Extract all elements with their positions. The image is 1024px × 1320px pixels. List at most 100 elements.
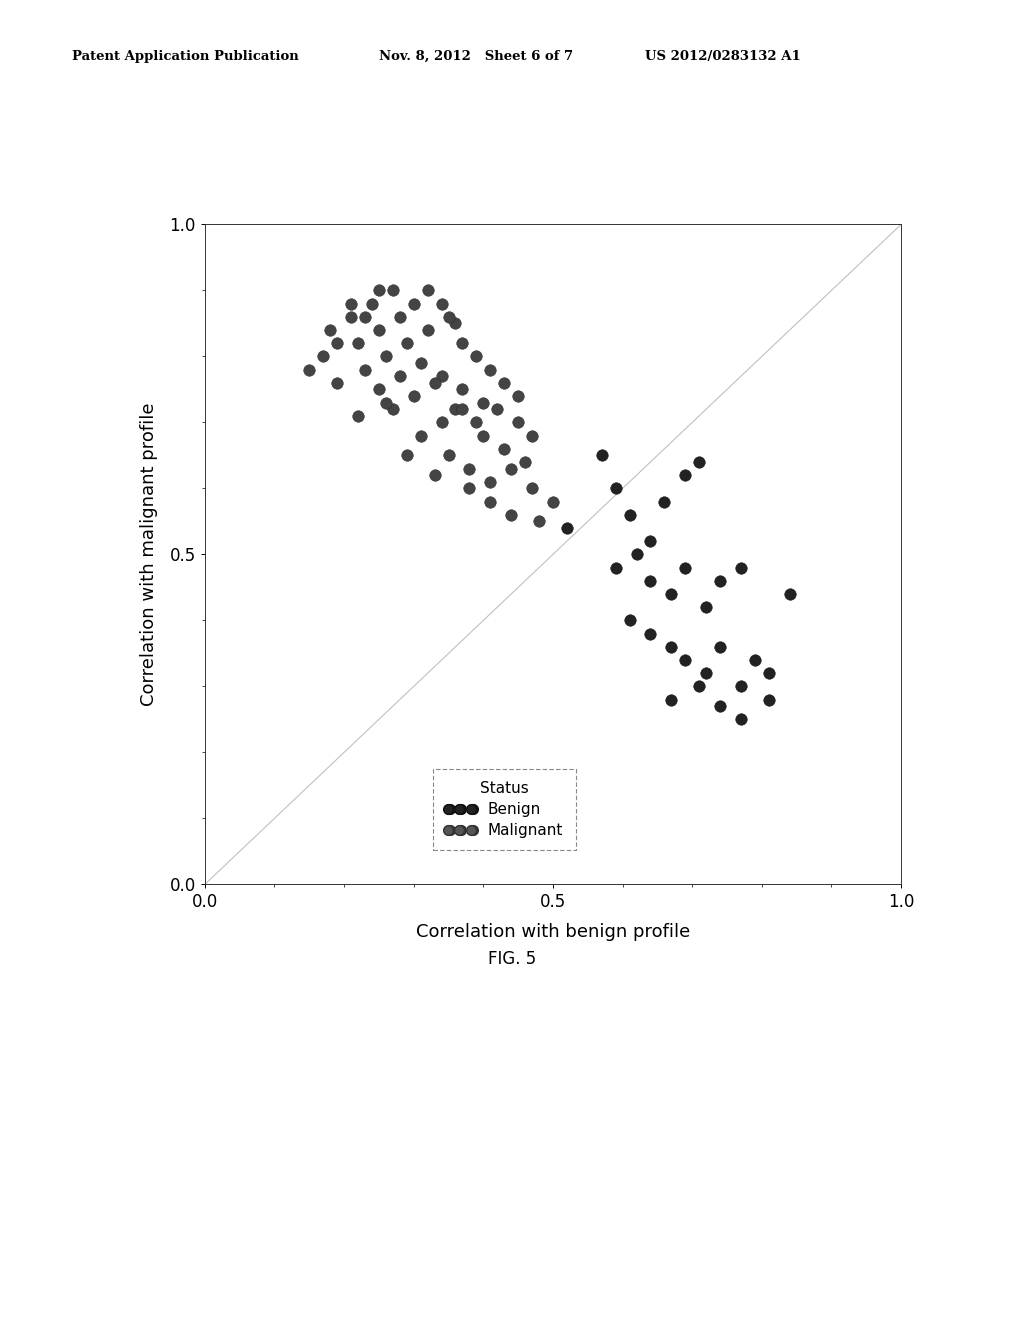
Malignant xyxy=(385,399,401,420)
Benign xyxy=(677,465,693,486)
Malignant xyxy=(378,392,394,413)
Malignant xyxy=(371,280,387,301)
Benign xyxy=(733,676,750,697)
Malignant xyxy=(406,385,422,407)
Malignant xyxy=(447,399,464,420)
Benign xyxy=(781,583,798,605)
Malignant xyxy=(398,445,415,466)
Malignant xyxy=(440,306,457,327)
Benign xyxy=(664,583,680,605)
Malignant xyxy=(413,352,429,374)
Malignant xyxy=(461,478,477,499)
Malignant xyxy=(301,359,317,380)
Malignant xyxy=(510,412,526,433)
Malignant xyxy=(461,458,477,479)
Malignant xyxy=(496,438,512,459)
Malignant xyxy=(385,280,401,301)
Malignant xyxy=(489,399,506,420)
Malignant xyxy=(322,319,338,341)
Malignant xyxy=(433,412,450,433)
Text: Patent Application Publication: Patent Application Publication xyxy=(72,50,298,63)
Benign xyxy=(622,610,638,631)
Malignant xyxy=(440,445,457,466)
Malignant xyxy=(426,465,442,486)
Benign xyxy=(712,696,728,717)
Malignant xyxy=(398,333,415,354)
Malignant xyxy=(343,306,359,327)
Malignant xyxy=(350,333,367,354)
Benign xyxy=(622,504,638,525)
Malignant xyxy=(420,319,436,341)
Benign xyxy=(691,676,708,697)
Benign xyxy=(712,636,728,657)
Benign xyxy=(642,623,658,644)
Malignant xyxy=(420,280,436,301)
Malignant xyxy=(329,372,345,393)
Malignant xyxy=(524,478,541,499)
Benign xyxy=(607,557,624,578)
Malignant xyxy=(433,293,450,314)
Malignant xyxy=(356,306,373,327)
Malignant xyxy=(350,405,367,426)
Legend: Benign, Malignant: Benign, Malignant xyxy=(433,768,575,850)
Malignant xyxy=(406,293,422,314)
Malignant xyxy=(482,471,499,492)
Malignant xyxy=(329,333,345,354)
Benign xyxy=(761,689,777,710)
Malignant xyxy=(475,425,492,446)
Malignant xyxy=(517,451,534,473)
Malignant xyxy=(468,412,484,433)
Malignant xyxy=(371,319,387,341)
Benign xyxy=(677,557,693,578)
Malignant xyxy=(315,346,332,367)
Text: US 2012/0283132 A1: US 2012/0283132 A1 xyxy=(645,50,801,63)
Benign xyxy=(642,531,658,552)
Benign xyxy=(656,491,673,512)
Benign xyxy=(559,517,575,539)
Benign xyxy=(733,709,750,730)
Malignant xyxy=(482,359,499,380)
Malignant xyxy=(545,491,561,512)
Malignant xyxy=(455,379,471,400)
Malignant xyxy=(356,359,373,380)
Text: FIG. 5: FIG. 5 xyxy=(487,950,537,969)
Benign xyxy=(629,544,645,565)
Malignant xyxy=(524,425,541,446)
Benign xyxy=(664,636,680,657)
Malignant xyxy=(447,313,464,334)
Malignant xyxy=(475,392,492,413)
Malignant xyxy=(378,346,394,367)
Malignant xyxy=(433,366,450,387)
Malignant xyxy=(343,293,359,314)
Benign xyxy=(698,663,715,684)
Malignant xyxy=(530,511,547,532)
Malignant xyxy=(391,366,408,387)
Malignant xyxy=(413,425,429,446)
Benign xyxy=(691,451,708,473)
Benign xyxy=(607,478,624,499)
Benign xyxy=(664,689,680,710)
Malignant xyxy=(391,306,408,327)
Malignant xyxy=(455,399,471,420)
Malignant xyxy=(371,379,387,400)
Benign xyxy=(746,649,763,671)
Malignant xyxy=(482,491,499,512)
Malignant xyxy=(503,458,519,479)
Malignant xyxy=(503,504,519,525)
Malignant xyxy=(455,333,471,354)
Malignant xyxy=(426,372,442,393)
Malignant xyxy=(510,385,526,407)
Benign xyxy=(733,557,750,578)
Benign xyxy=(712,570,728,591)
Benign xyxy=(677,649,693,671)
Malignant xyxy=(496,372,512,393)
Benign xyxy=(698,597,715,618)
Y-axis label: Correlation with malignant profile: Correlation with malignant profile xyxy=(140,403,159,706)
Text: Nov. 8, 2012   Sheet 6 of 7: Nov. 8, 2012 Sheet 6 of 7 xyxy=(379,50,573,63)
Malignant xyxy=(468,346,484,367)
Benign xyxy=(761,663,777,684)
X-axis label: Correlation with benign profile: Correlation with benign profile xyxy=(416,923,690,941)
Benign xyxy=(642,570,658,591)
Malignant xyxy=(364,293,380,314)
Benign xyxy=(594,445,610,466)
